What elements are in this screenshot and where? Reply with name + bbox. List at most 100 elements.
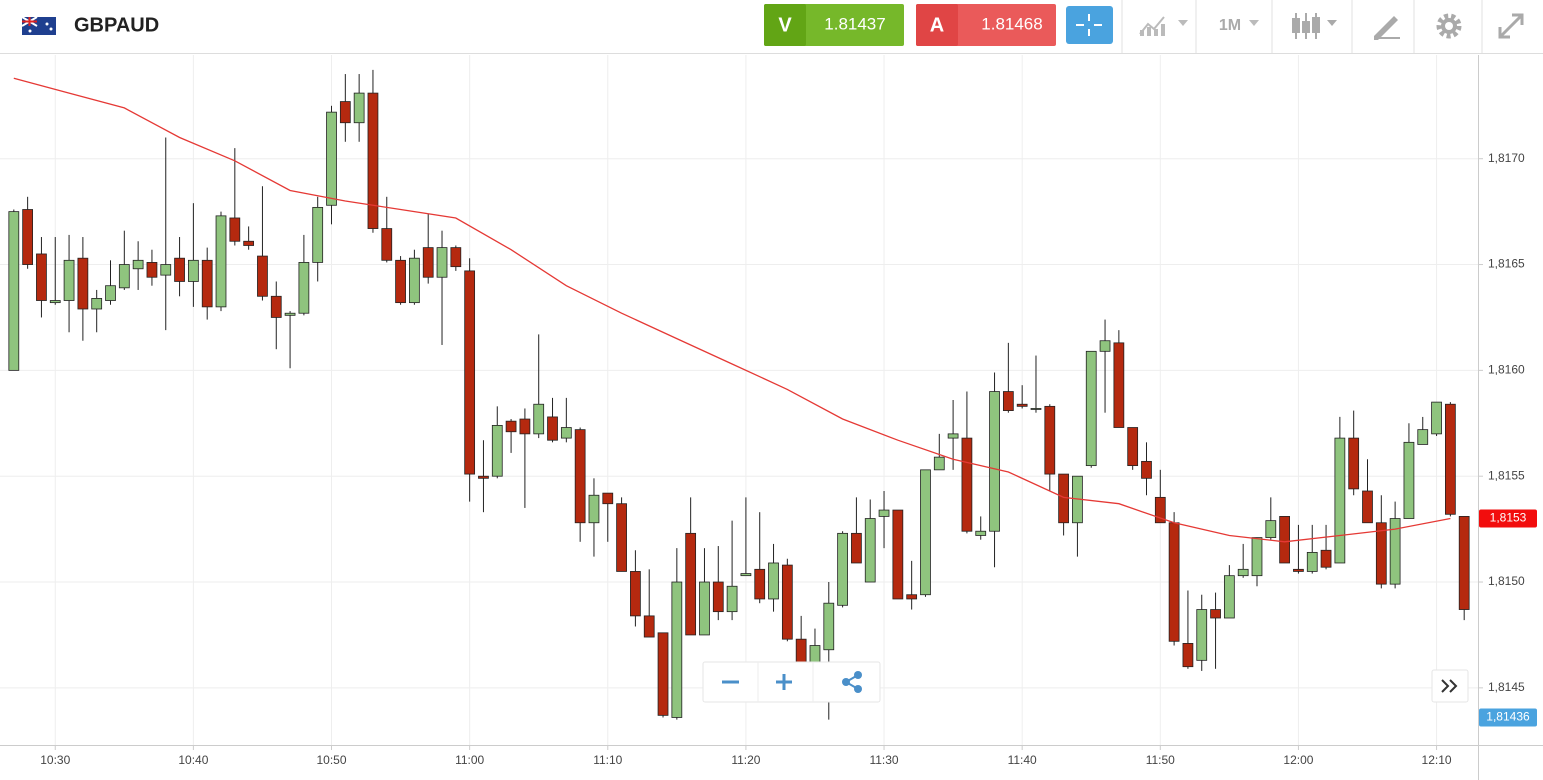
candle-body	[947, 433, 959, 439]
price-label: 1,81436	[1486, 710, 1530, 724]
candle-body	[726, 585, 738, 613]
candle-body	[560, 427, 572, 439]
candle-body	[975, 530, 987, 536]
y-tick-label: 1,8170	[1488, 151, 1525, 165]
candle-body	[657, 632, 669, 716]
candle-body	[63, 259, 75, 301]
candle-body	[1237, 568, 1249, 577]
chart-type-button[interactable]	[1139, 16, 1188, 36]
y-tick-label: 1,8145	[1488, 680, 1525, 694]
candle-body	[1320, 549, 1332, 568]
candle-body	[892, 509, 904, 600]
candle-body	[837, 532, 848, 606]
candle-body	[464, 270, 476, 475]
candle-body	[1334, 437, 1346, 564]
scroll-right-button[interactable]	[1431, 669, 1469, 703]
x-tick-label: 11:00	[455, 753, 484, 767]
buy-label: A	[930, 14, 944, 36]
candle-body	[1279, 516, 1290, 564]
candle-body	[436, 247, 448, 278]
plot-area: 1,8145 1,8150 1,8155 1,8160 1,8165 1,8170 10:3…	[0, 55, 1543, 780]
y-tick-label: 1,8160	[1488, 363, 1525, 377]
candle-body	[1154, 496, 1166, 524]
candle-body	[1348, 437, 1360, 490]
candle-body	[1196, 609, 1208, 661]
candle-body	[1016, 403, 1028, 407]
candle-body	[326, 111, 337, 206]
candle-body	[188, 259, 199, 282]
candle-body	[989, 391, 1000, 532]
price-label-box	[1479, 708, 1537, 727]
x-tick-label: 11:50	[1146, 753, 1175, 767]
candle-body	[77, 257, 89, 310]
x-tick-label: 10:50	[316, 753, 346, 767]
candle-body	[270, 295, 282, 318]
timeframe-button[interactable]: 1M	[1219, 17, 1259, 34]
candle-body	[533, 403, 545, 435]
sell-button[interactable]: V 1.81437	[764, 4, 904, 46]
candle-body	[1099, 340, 1111, 352]
candle-body	[1389, 518, 1401, 585]
candle-body	[298, 262, 310, 314]
candle-body	[630, 571, 641, 617]
candle-body	[920, 469, 931, 596]
buy-button[interactable]: A 1.81468	[916, 4, 1056, 46]
y-tick-label: 1,8150	[1488, 574, 1525, 588]
candle-body	[49, 300, 61, 304]
sell-price: 1.81437	[824, 14, 885, 33]
candle-body	[215, 215, 227, 308]
toolbar-separators	[1121, 0, 1483, 53]
flag	[21, 16, 56, 35]
moving-average	[13, 77, 1451, 543]
x-tick-label: 11:40	[1008, 753, 1037, 767]
candle-body	[547, 416, 558, 441]
crosshair-button[interactable]	[1066, 6, 1113, 44]
y-tick-label: 1,8155	[1488, 468, 1525, 482]
candle-body	[146, 262, 158, 278]
candle-body	[1403, 441, 1415, 519]
draw-tool-button[interactable]	[1374, 16, 1400, 40]
candle-body	[132, 259, 144, 270]
timeframe: 1M	[1219, 17, 1241, 34]
candle-body	[1306, 551, 1318, 572]
share[interactable]	[842, 671, 862, 693]
candle-body	[105, 285, 116, 301]
candle-body	[1431, 401, 1442, 435]
candle-body	[1085, 350, 1097, 467]
candle-body	[353, 92, 365, 124]
candle-style-button[interactable]	[1292, 13, 1337, 39]
candle-body	[395, 259, 406, 304]
candle-body	[1417, 429, 1429, 445]
candle-body	[823, 602, 835, 651]
candle-body	[478, 475, 489, 479]
zoom-in[interactable]	[776, 674, 792, 690]
candle-body	[422, 247, 434, 278]
candle-body	[1141, 460, 1152, 479]
fullscreen-button[interactable]	[1498, 13, 1524, 39]
candle-body	[1265, 520, 1277, 538]
candle-body	[574, 429, 586, 524]
candle-body	[367, 92, 379, 229]
candle-body	[243, 240, 255, 246]
candle-body	[381, 228, 393, 261]
candle-body	[229, 217, 241, 242]
x-tick-label: 10:40	[178, 753, 208, 767]
candle-body	[878, 509, 890, 517]
candle-body	[505, 420, 517, 433]
candle-body	[491, 424, 503, 477]
candle-body	[450, 247, 462, 268]
candle-body	[1362, 490, 1373, 524]
candle-body	[712, 581, 724, 613]
settings-button[interactable]	[1436, 13, 1462, 39]
candle-body	[1293, 568, 1304, 572]
candle-body	[933, 456, 945, 471]
symbol: GBPAUD	[74, 14, 159, 36]
candle-body	[671, 581, 683, 718]
candle-body	[160, 264, 172, 276]
candle-body	[1030, 408, 1042, 410]
sell-label: V	[778, 14, 792, 36]
x-tick-label: 11:10	[593, 753, 622, 767]
candle-body	[699, 581, 710, 636]
